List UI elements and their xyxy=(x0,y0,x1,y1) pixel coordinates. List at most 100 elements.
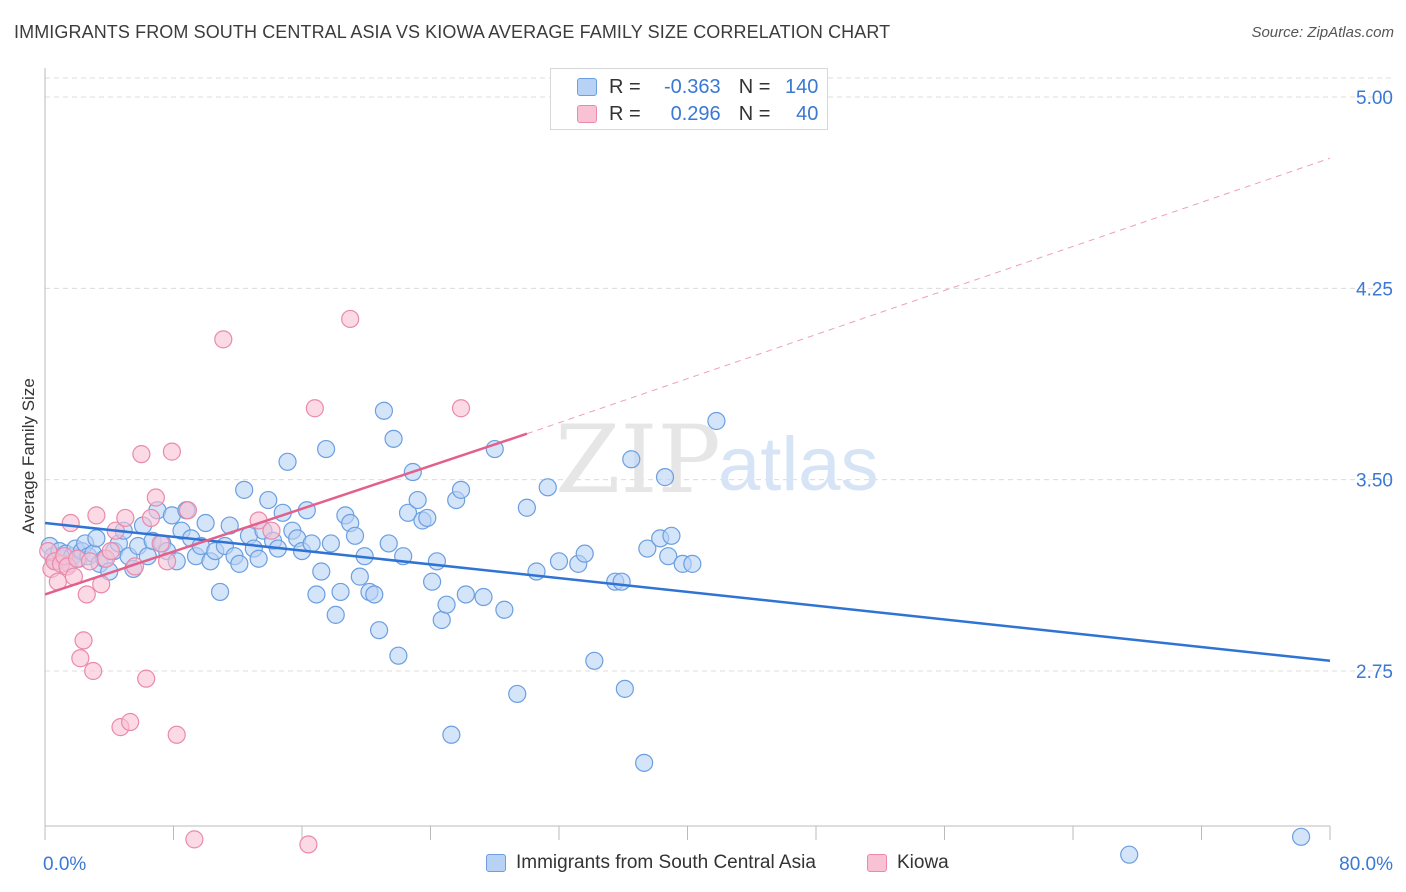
data-point-south-central-asia xyxy=(408,490,427,510)
data-point-south-central-asia xyxy=(549,552,569,571)
data-point-kiowa xyxy=(162,442,181,461)
data-point-kiowa xyxy=(116,508,135,528)
bottom-legend-series1: Immigrants from South Central Asia xyxy=(486,852,816,874)
data-point-kiowa xyxy=(84,661,103,681)
legend-n-value: 140 xyxy=(785,75,819,98)
data-point-south-central-asia xyxy=(585,651,604,670)
data-point-kiowa xyxy=(121,712,140,732)
legend-swatch-pink xyxy=(577,105,597,123)
data-point-south-central-asia xyxy=(1291,827,1311,846)
data-point-south-central-asia xyxy=(345,526,365,545)
data-point-south-central-asia xyxy=(302,534,321,553)
series-south-central-asia-points xyxy=(40,401,1311,864)
source-label: Source: ZipAtlas.com xyxy=(1251,24,1394,41)
legend-row-series1: R = -0.363 N = 140 xyxy=(577,74,818,100)
data-point-south-central-asia xyxy=(259,490,278,510)
data-point-south-central-asia xyxy=(442,725,461,744)
data-point-south-central-asia xyxy=(622,450,641,469)
axes xyxy=(44,68,1331,840)
legend-n-value: 40 xyxy=(796,102,819,125)
bottom-legend-label-series1: Immigrants from South Central Asia xyxy=(516,852,816,873)
y-tick-label: 3.50 xyxy=(1356,471,1393,492)
legend-r-label: R = xyxy=(609,75,641,98)
data-point-kiowa xyxy=(74,631,93,650)
data-point-south-central-asia xyxy=(370,621,389,640)
data-point-kiowa xyxy=(137,669,156,688)
data-point-south-central-asia xyxy=(683,554,702,573)
legend-r-label: R = xyxy=(609,102,641,125)
data-point-kiowa xyxy=(71,649,90,668)
data-point-kiowa xyxy=(167,725,186,744)
data-point-south-central-asia xyxy=(437,595,456,614)
data-point-south-central-asia xyxy=(495,600,514,619)
y-tick-label: 2.75 xyxy=(1356,662,1393,683)
data-point-south-central-asia xyxy=(659,547,678,566)
data-point-kiowa xyxy=(178,501,198,520)
bottom-legend-swatch-blue xyxy=(486,854,506,872)
data-point-south-central-asia xyxy=(316,439,336,459)
data-point-south-central-asia xyxy=(423,572,442,591)
data-point-kiowa xyxy=(132,445,151,464)
data-point-south-central-asia xyxy=(235,480,254,499)
data-point-south-central-asia xyxy=(418,508,437,528)
data-point-south-central-asia xyxy=(1120,845,1139,864)
tick-labels: 2.75 3.50 4.25 5.00 0.0% 80.0% xyxy=(43,88,1393,875)
data-point-south-central-asia xyxy=(374,401,394,420)
data-point-south-central-asia xyxy=(517,498,536,517)
legend-row-series2: R = 0.296 N = 40 xyxy=(577,101,818,127)
y-axis-label: Average Family Size xyxy=(19,378,38,534)
data-point-south-central-asia xyxy=(427,552,447,571)
x-tick-label-max: 80.0% xyxy=(1339,854,1393,875)
trend-line-south-central-asia xyxy=(44,521,1331,663)
data-point-south-central-asia xyxy=(638,539,657,558)
watermark-atlas: atlas xyxy=(718,422,879,507)
data-point-south-central-asia xyxy=(379,534,398,553)
trend-lines xyxy=(44,157,1331,663)
data-point-kiowa xyxy=(262,521,281,540)
data-point-south-central-asia xyxy=(87,529,106,548)
data-point-kiowa xyxy=(141,508,161,528)
trend-line-kiowa-extended xyxy=(526,157,1331,435)
data-point-kiowa xyxy=(305,399,324,418)
data-point-south-central-asia xyxy=(451,480,471,499)
data-point-south-central-asia xyxy=(196,513,215,533)
data-point-south-central-asia xyxy=(230,554,249,573)
data-point-kiowa xyxy=(61,513,80,533)
data-point-south-central-asia xyxy=(210,582,230,602)
data-point-south-central-asia xyxy=(312,562,331,581)
data-point-south-central-asia xyxy=(508,684,527,704)
data-point-kiowa xyxy=(146,488,165,507)
data-point-south-central-asia xyxy=(575,544,594,563)
x-tick-label-min: 0.0% xyxy=(43,854,86,875)
data-point-south-central-asia xyxy=(365,585,384,604)
data-point-kiowa xyxy=(299,835,318,854)
legend-swatch-blue xyxy=(577,78,597,96)
data-point-south-central-asia xyxy=(398,503,418,522)
bottom-legend-label-series2: Kiowa xyxy=(897,852,949,873)
data-point-south-central-asia xyxy=(655,468,675,487)
legend: R = -0.363 N = 140 R = 0.296 N = 40 xyxy=(550,68,828,130)
data-point-south-central-asia xyxy=(389,646,408,665)
legend-n-label: N = xyxy=(738,102,771,125)
data-point-south-central-asia xyxy=(432,610,451,630)
data-point-kiowa xyxy=(87,506,106,525)
data-point-kiowa xyxy=(77,585,96,604)
series-kiowa-points xyxy=(39,309,471,854)
legend-r-value: -0.363 xyxy=(663,75,721,98)
grid-lines xyxy=(45,77,1395,672)
data-point-kiowa xyxy=(101,541,120,561)
data-point-kiowa xyxy=(151,534,170,553)
data-point-south-central-asia xyxy=(538,478,557,497)
data-point-south-central-asia xyxy=(278,452,297,471)
y-tick-label: 5.00 xyxy=(1356,88,1393,109)
data-point-kiowa xyxy=(185,830,204,849)
data-point-south-central-asia xyxy=(321,534,341,553)
data-point-kiowa xyxy=(80,552,100,571)
data-point-south-central-asia xyxy=(331,582,350,602)
data-point-south-central-asia xyxy=(707,411,726,431)
data-point-south-central-asia xyxy=(612,572,631,591)
data-point-kiowa xyxy=(451,399,471,418)
data-point-south-central-asia xyxy=(456,585,475,604)
data-point-south-central-asia xyxy=(249,549,268,568)
data-point-south-central-asia xyxy=(635,753,654,772)
